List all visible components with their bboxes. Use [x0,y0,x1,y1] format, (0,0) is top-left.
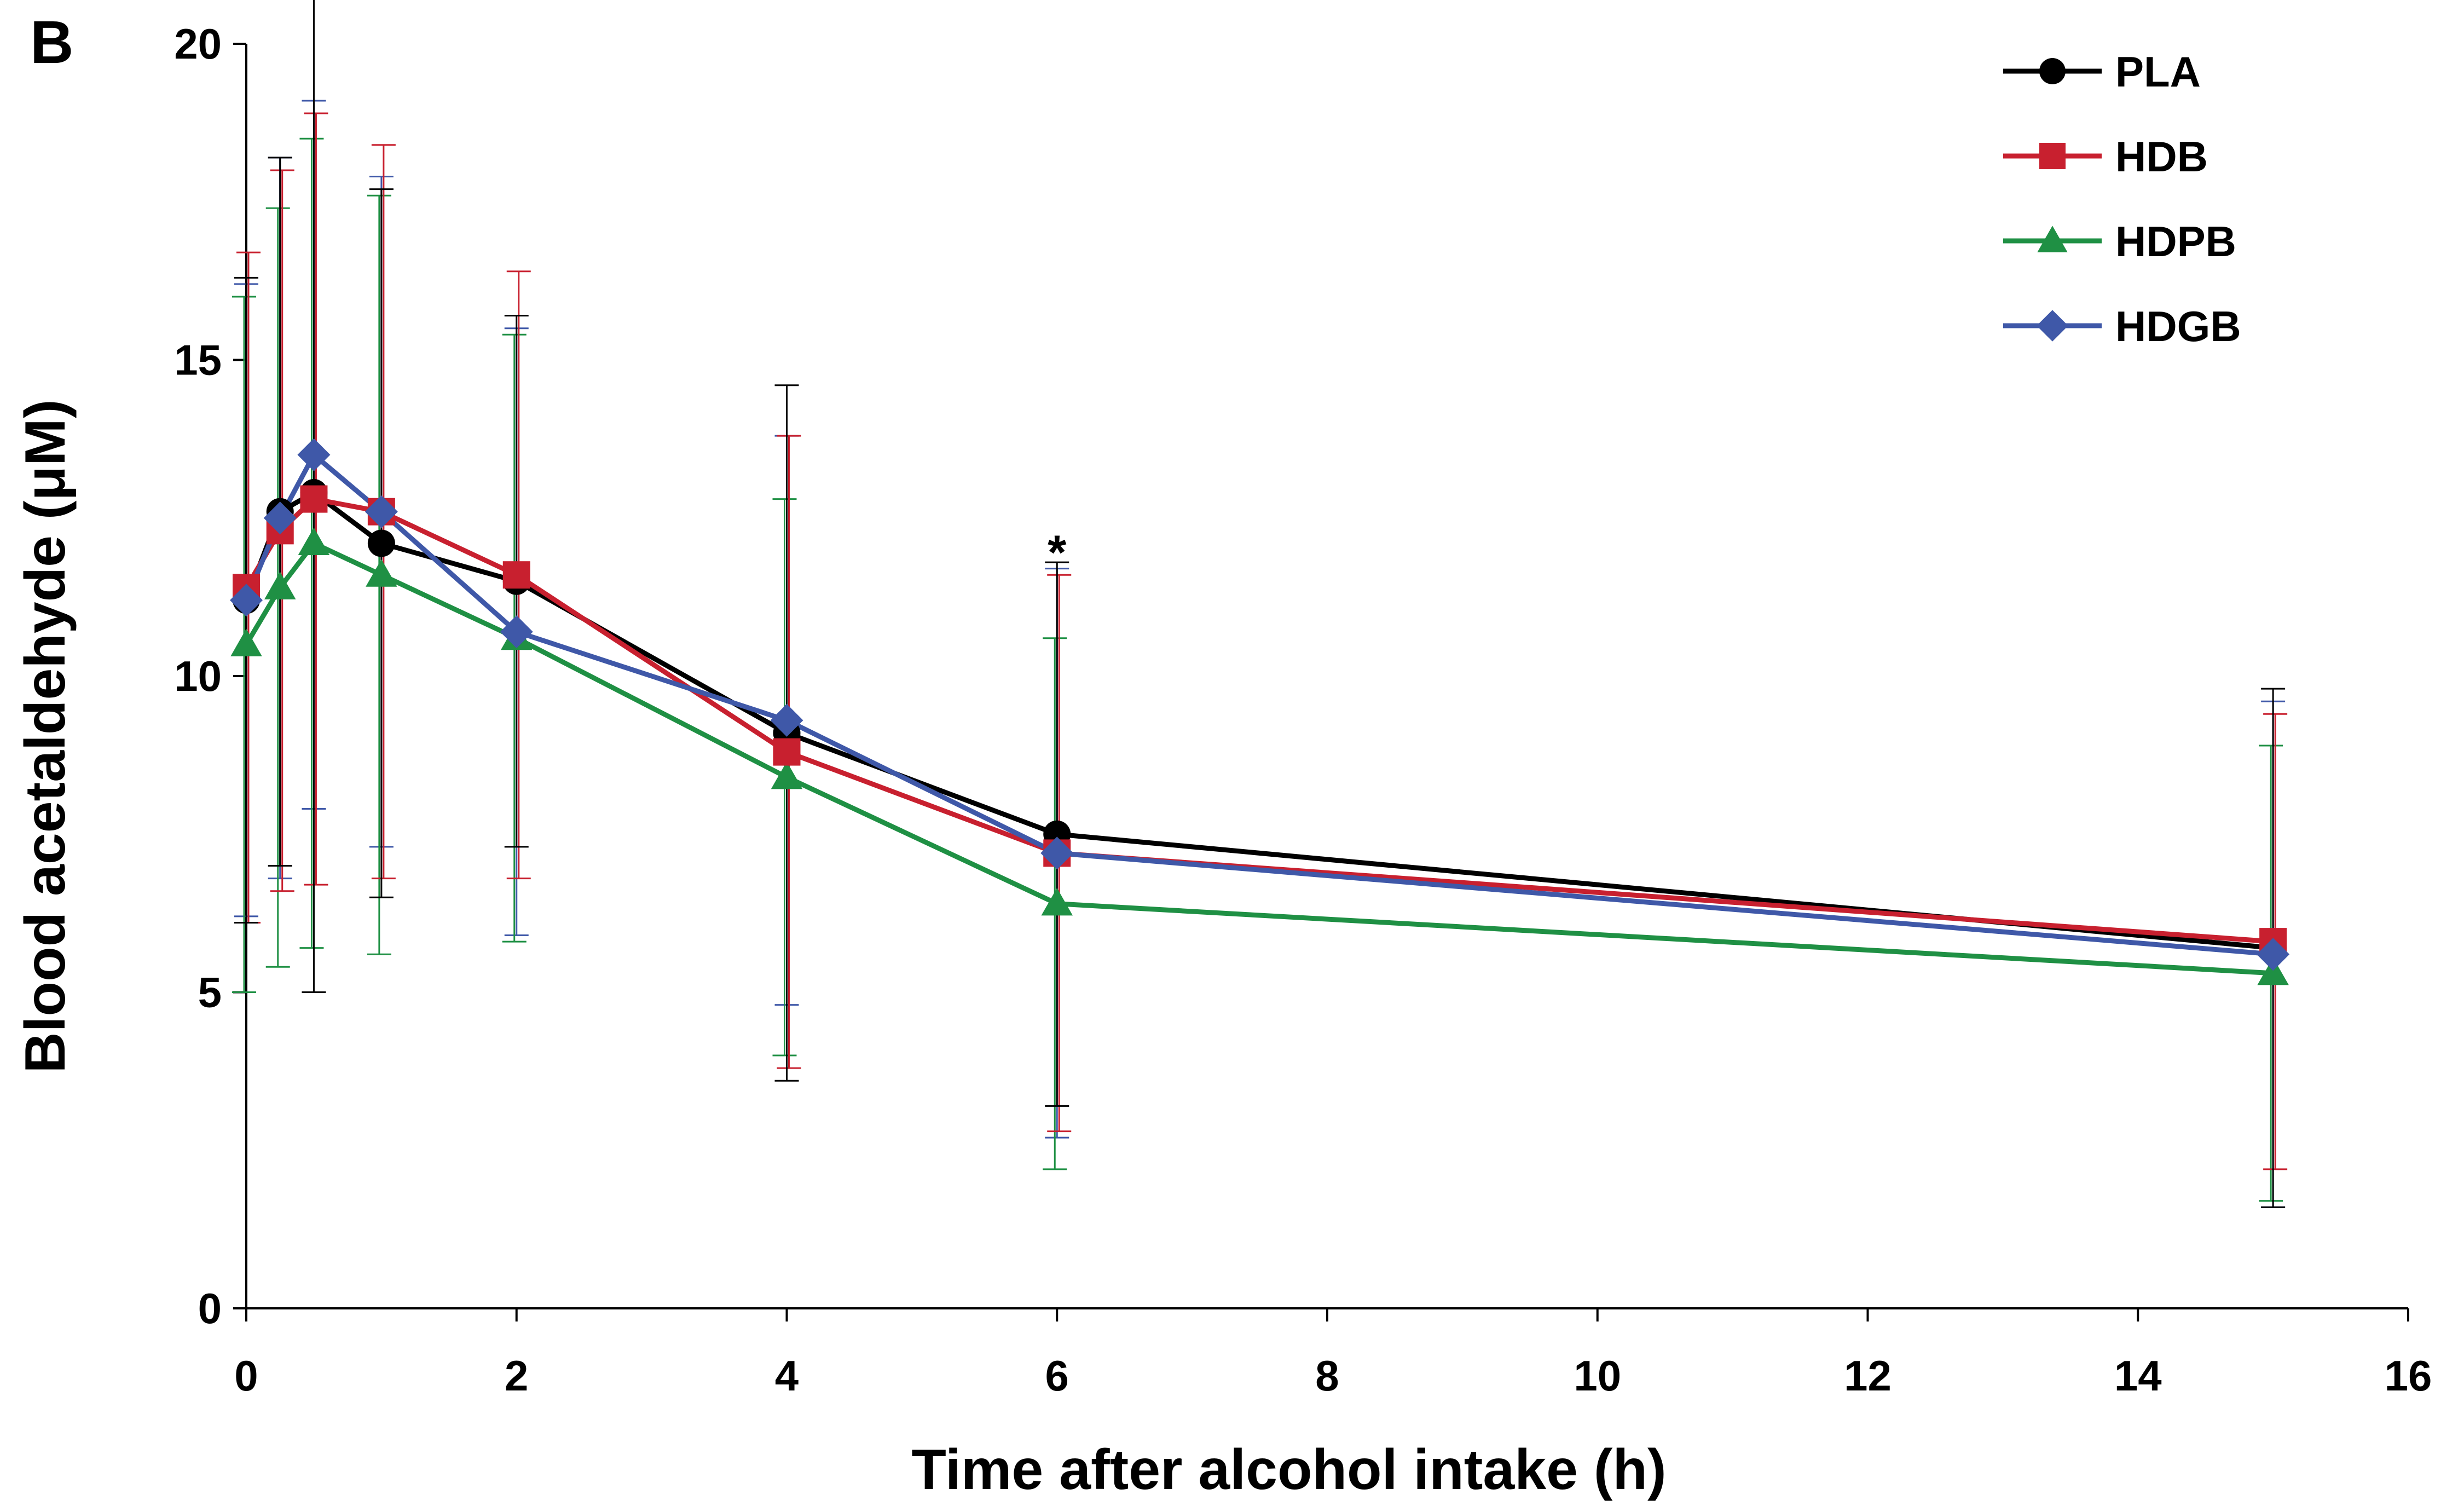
significance-asterisk: * [1048,525,1067,579]
y-tick-label: 20 [174,20,222,68]
y-tick-label: 5 [198,968,222,1017]
series-lines [244,452,2274,976]
legend-label-hdgb: HDGB [2115,302,2241,350]
x-tick-label: 16 [2385,1352,2432,1400]
marker-hdgb [365,495,398,528]
y-axis-title: Blood acetaldehyde (μM) [14,400,77,1074]
legend-label-hdpb: HDPB [2115,217,2236,266]
marker-hdpb [771,761,803,789]
marker-hdb [773,738,801,766]
legend-marker-pla [2039,58,2066,84]
x-axis-title: Time after alcohol intake (h) [911,1438,1666,1502]
error-bars [232,0,2288,1208]
x-tick-label: 8 [1315,1352,1339,1400]
marker-pla [367,529,395,557]
marker-hdpb [264,572,296,599]
marker-hdgb [263,501,297,535]
marker-hdb [300,485,328,513]
panel-label: B [30,9,73,76]
marker-hdgb [2257,938,2290,971]
y-tick-label: 15 [174,336,222,384]
legend-label-pla: PLA [2115,48,2201,96]
series-line-hdb [244,497,2274,944]
marker-hdpb [298,527,330,556]
marker-hdpb [2257,957,2289,985]
annotations: * [1048,525,1067,579]
series-line-pla [244,490,2274,951]
legend-label-hdb: HDB [2115,132,2208,181]
y-tick-label: 0 [198,1284,222,1332]
y-tick-label: 10 [174,652,222,700]
x-tick-label: 6 [1045,1352,1069,1400]
marker-hdb [502,561,530,589]
marker-hdgb [770,703,803,737]
series-line-hdgb [244,452,2274,957]
series-markers [230,438,2290,985]
legend: PLA HDB HDPB HDGB [2003,48,2241,350]
x-tick-label: 0 [234,1352,258,1400]
marker-hdgb [1040,836,1074,870]
marker-hdpb [1041,888,1073,916]
x-tick-label: 4 [775,1352,799,1400]
marker-hdpb [230,628,262,656]
x-tick-label: 2 [505,1352,528,1400]
axes: 0 5 10 15 20 0 2 4 6 8 10 12 14 16 [174,20,2432,1400]
series-line-hdpb [244,540,2274,976]
marker-hdgb [230,584,263,617]
x-tick-label: 12 [1844,1352,1892,1400]
legend-marker-hdgb [2037,310,2068,342]
x-tick-label: 14 [2114,1352,2162,1400]
marker-hdgb [500,615,533,649]
legend-marker-hdb [2039,143,2066,169]
x-tick-label: 10 [1574,1352,1621,1400]
legend-marker-hdpb [2037,226,2068,252]
marker-hdpb [366,559,397,587]
marker-hdgb [297,438,331,471]
